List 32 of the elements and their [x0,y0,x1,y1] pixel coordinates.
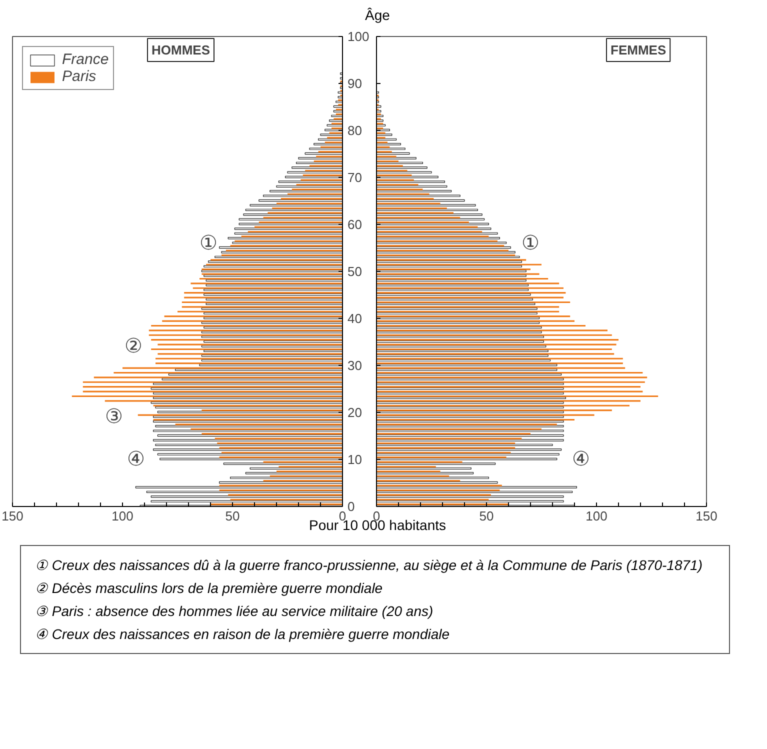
y-tick-label: 80 [348,123,362,138]
y-tick-label: 70 [348,170,362,185]
legend-label: France [62,51,109,68]
x-tick-label: 50 [479,508,494,524]
x-tick-label: 50 [225,508,240,524]
text: FEMMES [610,42,666,58]
y-tick-label: 20 [348,405,362,420]
annotation: ④ [126,448,145,470]
y-tick-label: 10 [348,452,362,467]
x-tick-label: 150 [696,508,718,524]
y-tick-label: 0 [348,499,355,514]
text: HOMMES [152,42,210,58]
y-axis-title: Âge [365,6,390,25]
y-tick-label: 60 [348,217,362,232]
annotation: ③ [104,406,123,428]
annotation: ① [521,232,540,254]
x-tick-label: 150 [2,508,24,524]
y-tick-label: 100 [348,29,370,44]
y-tick-label: 40 [348,311,362,326]
text: ① Creux des naissances dû à la guerre franco-prussienne, au siège et à la Commune de Paris (1870-1871) [35,556,702,575]
x-tick-label: 100 [586,508,608,524]
y-tick-label: 90 [348,76,362,91]
y-tick-label: 30 [348,358,362,373]
x-tick-label: 100 [112,508,134,524]
text: ④ Creux des naissances en raison de la première guerre mondiale [35,625,451,644]
annotation: ① [200,232,218,254]
y-tick-label: 50 [348,264,362,279]
annotation: ② [124,336,143,358]
text: ③ Paris : absence des hommes liée au service militaire (20 ans) [35,602,434,621]
legend-label: Paris [62,68,96,85]
annotation: ④ [572,448,590,470]
text: ② Décès masculins lors de la première guerre mondiale [35,579,384,598]
